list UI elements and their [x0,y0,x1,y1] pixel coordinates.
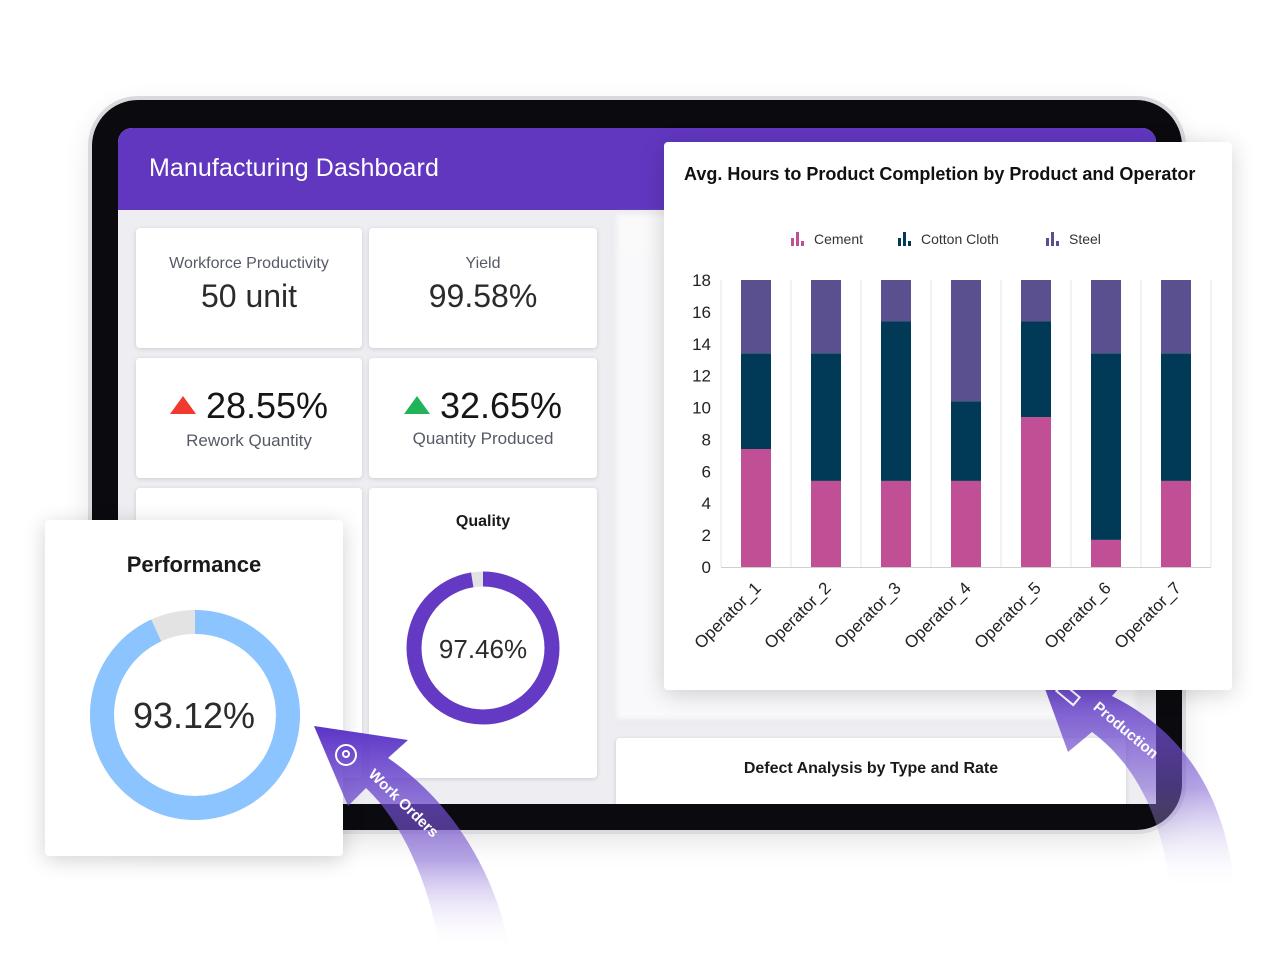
y-tick-label: 4 [702,494,711,513]
legend-label-steel: Steel [1069,231,1101,247]
bar-segment [811,280,841,354]
bar-chart-icon [1046,232,1061,246]
bar-chart-icon [791,232,806,246]
defect-analysis-card[interactable]: Defect Analysis by Type and Rate [616,738,1126,804]
bar-segment [1161,280,1191,354]
bar-segment [1021,417,1051,567]
y-tick-label: 12 [692,367,711,386]
defect-analysis-title: Defect Analysis by Type and Rate [743,760,999,777]
trend-up-red-icon [169,396,196,415]
bar-segment [741,353,771,450]
hours-completion-chart-card[interactable]: Avg. Hours to Product Completion by Prod… [664,142,1232,690]
y-tick-label: 16 [692,303,711,322]
work-orders-callout [314,726,510,950]
performance-title: Performance [126,552,262,577]
x-tick-label: Operator_2 [761,578,835,652]
performance-donut [90,610,300,820]
legend-label-cotton-cloth: Cotton Cloth [921,231,999,247]
performance-value: 93.12% [132,695,256,736]
legend-item-steel[interactable]: Steel [1046,231,1101,247]
legend-item-cotton-cloth[interactable]: Cotton Cloth [898,231,999,247]
y-tick-label: 6 [702,462,711,481]
y-tick-label: 18 [692,271,711,290]
quality-donut-arc [406,571,560,725]
bar-segment [1091,539,1121,567]
bar-segment [811,353,841,481]
quantity-produced-row: 32.65% [369,385,597,427]
y-tick-label: 10 [692,399,711,418]
y-tick-label: 0 [702,558,711,577]
x-tick-label: Operator_4 [901,578,975,652]
quantity-produced-value: 32.65% [439,385,563,426]
bar-chart-icon [898,232,913,246]
bar-segment [881,321,911,481]
bar-segment [881,280,911,322]
bar-segment [881,480,911,567]
chart-legend: Cement Cotton Cloth Steel [664,231,1232,251]
x-tick-label: Operator_3 [831,578,905,652]
quality-donut [406,571,560,725]
app-title: Manufacturing Dashboard [149,154,439,182]
stacked-bar-chart: 024681012141618Operator_1Operator_2Opera… [691,271,1212,653]
yield-card[interactable]: Yield 99.58% [369,228,597,348]
x-tick-label: Operator_5 [971,578,1045,652]
bar-segment [1091,353,1121,540]
quality-card[interactable]: Quality 97.46% [369,488,597,778]
production-arrow [1036,664,1235,890]
bar-segment [741,449,771,567]
yield-value: 99.58% [428,278,538,314]
chart-title: Avg. Hours to Product Completion by Prod… [684,164,1196,184]
rework-quantity-card[interactable]: 28.55% Rework Quantity [136,358,362,478]
quantity-produced-label: Quantity Produced [412,429,554,448]
yield-label: Yield [465,255,501,272]
bar-segment [1161,480,1191,567]
work-orders-icon [335,744,357,766]
bar-segment [1021,280,1051,322]
workforce-productivity-card[interactable]: Workforce Productivity 50 unit [136,228,362,348]
x-tick-label: Operator_7 [1111,578,1185,652]
quality-value: 97.46% [438,634,528,664]
production-callout [1036,664,1235,890]
bar-segment [951,480,981,567]
performance-donut-arc [90,610,300,820]
legend-item-cement[interactable]: Cement [791,231,863,247]
legend-label-cement: Cement [814,231,864,247]
rework-quantity-row: 28.55% [136,385,362,427]
bar-segment [811,480,841,567]
y-tick-label: 8 [702,430,711,449]
y-tick-label: 14 [692,335,711,354]
trend-up-green-icon [403,396,430,415]
bar-segment [951,280,981,402]
x-tick-label: Operator_6 [1041,578,1115,652]
y-tick-label: 2 [702,526,711,545]
bar-segment [1021,321,1051,418]
rework-quantity-value: 28.55% [205,385,329,426]
workforce-productivity-label: Workforce Productivity [169,255,329,272]
bar-segment [741,280,771,354]
work-orders-arrow [314,726,510,950]
bar-segment [1091,280,1121,354]
quantity-produced-card[interactable]: 32.65% Quantity Produced [369,358,597,478]
workforce-productivity-value: 50 unit [200,278,298,314]
bar-segment [951,401,981,481]
quality-title: Quality [455,513,511,530]
x-tick-label: Operator_1 [691,578,765,652]
rework-quantity-label: Rework Quantity [186,431,312,450]
bar-segment [1161,353,1191,481]
performance-card[interactable]: Performance 93.12% [45,520,343,856]
